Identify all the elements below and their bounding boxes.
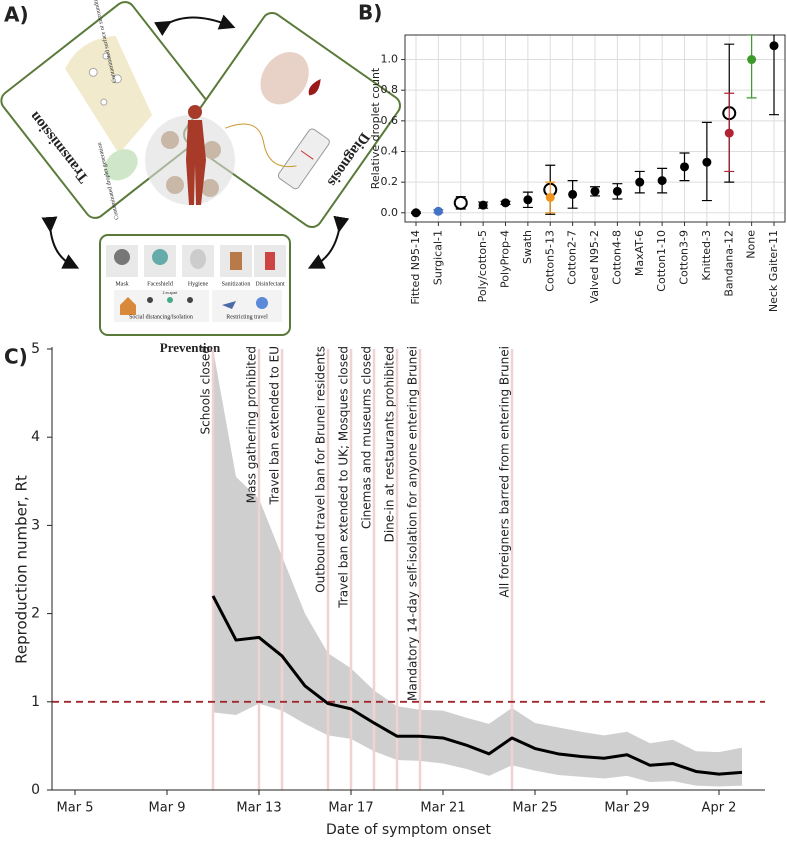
event-label: Mass gathering prohibited bbox=[245, 346, 259, 503]
y-tick-label: 0.0 bbox=[381, 206, 399, 219]
x-tick-label: Apr 2 bbox=[702, 801, 737, 816]
y-tick-label: 4 bbox=[31, 429, 40, 445]
y-axis-label: Relative droplet count bbox=[369, 67, 382, 189]
event-label: Cinemas and museums closed bbox=[360, 346, 374, 529]
event-label: Travel ban extended to UK; Mosques close… bbox=[337, 346, 351, 609]
marker bbox=[612, 186, 622, 196]
x-tick-label: MaxAT-6 bbox=[633, 230, 646, 276]
event-label: Travel ban extended to EU bbox=[268, 346, 282, 506]
item-label: Sanitization bbox=[222, 281, 251, 287]
y-axis-label: Reproduction number, Rt bbox=[13, 475, 31, 664]
panel-c: Schools closed Mass gathering prohibited T… bbox=[13, 341, 765, 838]
x-tick-label: Cotton4-8 bbox=[610, 230, 623, 285]
x-tick-label: Mar 5 bbox=[57, 801, 94, 816]
panel-label: A) bbox=[4, 3, 29, 27]
line bbox=[211, 595, 743, 776]
y-tick-label: 0.2 bbox=[381, 175, 399, 188]
panel-label: B) bbox=[358, 1, 382, 25]
x-tick-label: None bbox=[745, 230, 758, 259]
marker bbox=[501, 198, 510, 208]
central-figure bbox=[145, 105, 235, 205]
item-note: 2 m apart bbox=[162, 290, 178, 295]
x-tick-label: Cotton5-13 bbox=[543, 230, 556, 292]
y-tick-label: 1 bbox=[31, 694, 40, 710]
card-title: Prevention bbox=[160, 340, 221, 355]
y-tick-label: 0.6 bbox=[381, 114, 399, 127]
marker bbox=[657, 176, 667, 186]
y-tick-label: 0 bbox=[31, 782, 40, 798]
marker bbox=[680, 162, 689, 172]
marker bbox=[433, 206, 443, 216]
marker bbox=[453, 195, 468, 210]
marker bbox=[411, 208, 421, 218]
diagnosis-card: Diagnosis bbox=[183, 12, 401, 228]
x-tick-label: Mar 13 bbox=[236, 801, 281, 816]
panel-b: 0.0 0.2 0.4 0.6 0.8 1.0 Fitted N95-14 Surgical-… bbox=[369, 34, 786, 312]
confidence-band bbox=[213, 349, 742, 787]
x-tick-label: Bandana-12 bbox=[722, 230, 735, 297]
plot-marks bbox=[411, 35, 779, 218]
x-tick-label: Valved N95-2 bbox=[588, 230, 601, 303]
y-tick-label: 5 bbox=[31, 341, 40, 357]
x-tick-label: Cotton1-10 bbox=[655, 230, 668, 292]
item-label: Restricting travel bbox=[226, 314, 268, 320]
event-label: Outbound travel ban for Brunei residents bbox=[314, 346, 328, 593]
marker bbox=[702, 157, 712, 167]
x-tick-label: Mar 21 bbox=[420, 801, 465, 816]
event-label: Schools closed bbox=[199, 346, 213, 434]
item-label: Social distancing/Isolation bbox=[129, 314, 193, 320]
item-label: Disinfectant bbox=[255, 280, 285, 287]
prevention-card: Mask Faceshield Hygiene Sanitization Dis… bbox=[99, 234, 291, 336]
x-tick-label: Cotton2-7 bbox=[566, 230, 579, 285]
marker bbox=[747, 55, 757, 65]
x-tick-label: Mar 17 bbox=[328, 801, 373, 816]
marker bbox=[478, 200, 488, 210]
x-tick-label: Mar 29 bbox=[604, 801, 649, 816]
x-axis-label: Date of symptom onset bbox=[326, 822, 491, 838]
item-label: Faceshield bbox=[147, 281, 173, 287]
y-tick-label: 3 bbox=[31, 517, 40, 533]
x-tick-label: PolyProp-4 bbox=[499, 230, 512, 288]
event-label: Mandatory 14-day self-isolation for anyo… bbox=[406, 346, 420, 701]
marker bbox=[545, 192, 555, 202]
panel-label: C) bbox=[4, 345, 28, 369]
item-label: Mask bbox=[115, 281, 128, 287]
marker bbox=[769, 41, 779, 51]
x-tick-label: Knitted-3 bbox=[700, 230, 713, 281]
x-tick-label: Surgical-1 bbox=[431, 230, 444, 285]
event-label: All foreigners barred from entering Brun… bbox=[498, 346, 512, 598]
y-tick-label: 0.8 bbox=[381, 83, 399, 96]
y-tick-label: 1.0 bbox=[381, 53, 399, 66]
marker bbox=[635, 177, 645, 187]
marker bbox=[724, 128, 734, 138]
x-tick-label: Poly/cotton-5 bbox=[476, 230, 489, 302]
marker bbox=[590, 186, 600, 196]
y-tick-label: 2 bbox=[31, 606, 40, 622]
diagram: Transmission Contaminated surface or sur… bbox=[0, 0, 401, 355]
x-tick-label: Neck Gaiter-11 bbox=[767, 230, 780, 312]
axes-frame bbox=[404, 34, 786, 223]
x-tick-label: Mar 9 bbox=[149, 801, 186, 816]
error-bar bbox=[746, 35, 757, 99]
x-tick-label: Swath bbox=[521, 230, 534, 264]
item-label: Hygiene bbox=[188, 281, 209, 287]
x-tick-label: Cotton3-9 bbox=[678, 230, 691, 285]
event-label: Dine-in at restaurants prohibited bbox=[383, 346, 397, 542]
y-tick-label: 0.4 bbox=[381, 144, 399, 157]
marker bbox=[568, 189, 578, 199]
marker bbox=[523, 195, 533, 205]
x-tick-label: Fitted N95-14 bbox=[409, 230, 422, 305]
x-tick-label: Mar 25 bbox=[512, 801, 557, 816]
